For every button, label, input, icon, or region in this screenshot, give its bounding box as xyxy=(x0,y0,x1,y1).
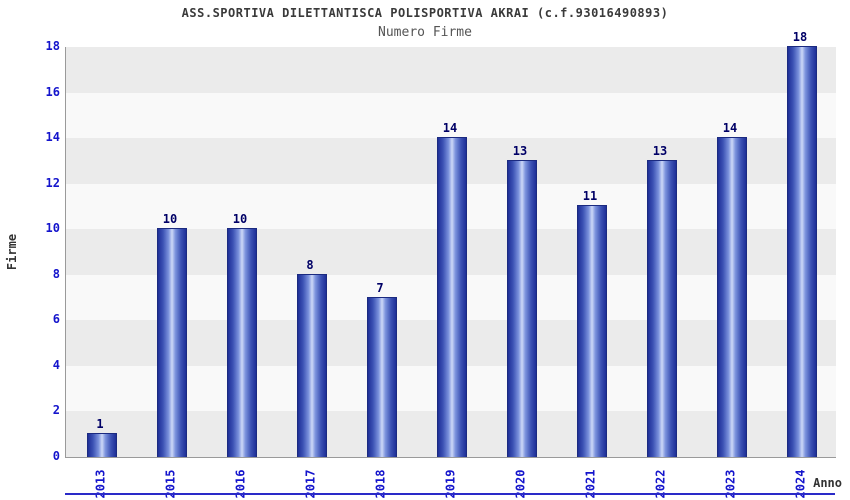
bar-2020 xyxy=(507,160,537,457)
bar-value-label: 1 xyxy=(96,417,104,431)
bar-value-label: 14 xyxy=(442,121,458,135)
bar-2021 xyxy=(577,205,607,457)
chart-title: ASS.SPORTIVA DILETTANTISCA POLISPORTIVA … xyxy=(181,6,669,20)
bar-value-label: 18 xyxy=(792,30,808,44)
bar-2019 xyxy=(437,137,467,457)
bar-2013 xyxy=(87,433,117,457)
y-tick-label: 6 xyxy=(52,312,60,327)
bar-value-label: 14 xyxy=(722,121,738,135)
bar-2015 xyxy=(157,228,187,457)
bar-value-label: 11 xyxy=(582,189,598,203)
bar-value-label: 7 xyxy=(376,281,384,295)
y-tick-label: 18 xyxy=(45,39,60,53)
bottom-axis-line xyxy=(65,493,835,495)
bar-value-label: 13 xyxy=(512,144,528,158)
bar-value-label: 10 xyxy=(162,212,178,226)
bar-2022 xyxy=(647,160,677,457)
bar-2024 xyxy=(787,46,817,457)
y-tick-label: 14 xyxy=(45,130,60,145)
chart-subtitle: Numero Firme xyxy=(378,25,472,40)
bar-2016 xyxy=(227,228,257,457)
bar-2017 xyxy=(297,274,327,457)
bar-2018 xyxy=(367,297,397,457)
y-tick-label: 16 xyxy=(45,84,60,99)
plot-band xyxy=(66,47,836,93)
y-tick-label: 12 xyxy=(45,175,60,190)
plot-band xyxy=(66,92,836,139)
y-tick-label: 10 xyxy=(45,221,60,236)
plot-area xyxy=(65,46,836,458)
bar-value-label: 8 xyxy=(306,258,314,272)
bar-value-label: 13 xyxy=(652,144,668,158)
bar-value-label: 10 xyxy=(232,212,248,226)
y-tick-label: 0 xyxy=(52,449,60,463)
y-tick-label: 2 xyxy=(52,403,60,418)
y-axis-title: Firme xyxy=(5,233,19,271)
x-axis-title: Anno xyxy=(813,476,842,490)
y-tick-label: 4 xyxy=(52,357,60,372)
bar-2023 xyxy=(717,137,747,457)
y-tick-label: 8 xyxy=(52,266,60,281)
